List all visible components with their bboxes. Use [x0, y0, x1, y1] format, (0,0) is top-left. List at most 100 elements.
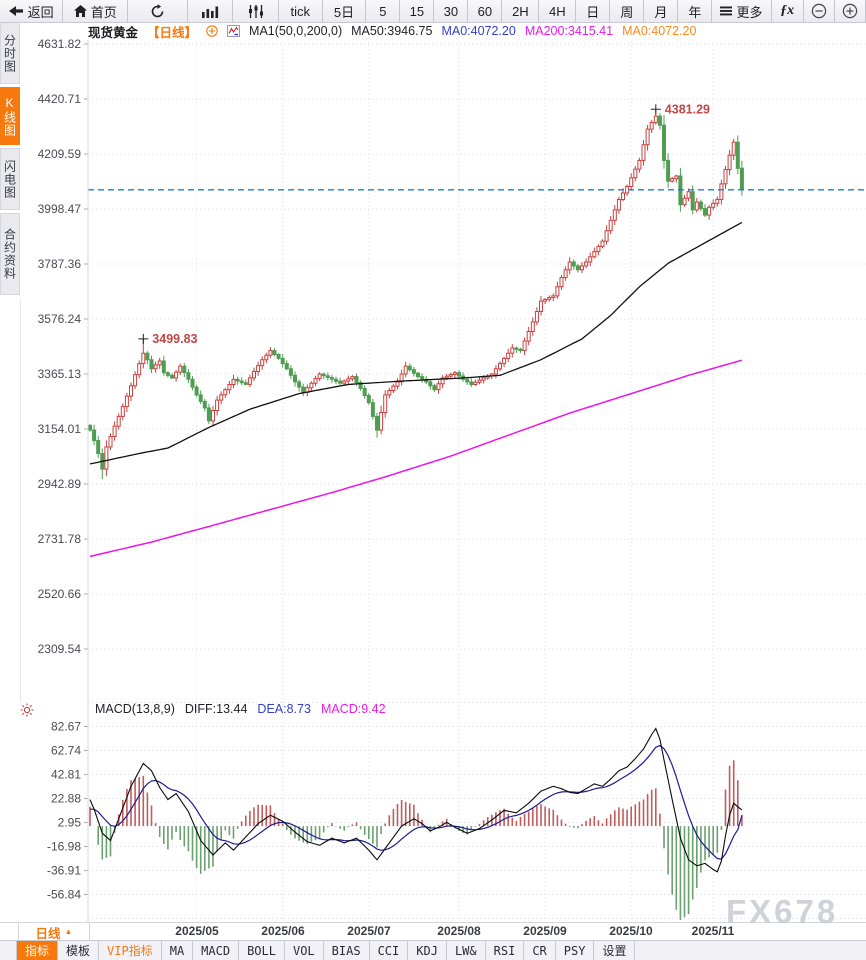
back-icon: [8, 5, 24, 17]
interval-2h[interactable]: 2H: [502, 0, 540, 22]
home-button[interactable]: 首页: [63, 0, 129, 22]
macd-header: MACD(13,8,9) DIFF:13.44 DEA:8.73 MACD:9.42: [95, 701, 386, 717]
svg-text:4209.59: 4209.59: [38, 147, 82, 161]
templates-tab[interactable]: 模板: [58, 941, 100, 960]
settings-tab[interactable]: 设置: [594, 941, 636, 960]
macd-value: MACD:9.42: [320, 702, 386, 716]
date-axis-label: 2025/09: [523, 924, 567, 938]
svg-text:3154.01: 3154.01: [38, 422, 82, 436]
toolbar-label: 首页: [90, 4, 117, 20]
bias-tab[interactable]: BIAS: [324, 941, 370, 960]
svg-text:2.95: 2.95: [58, 816, 82, 830]
cr-tab[interactable]: CR: [524, 941, 556, 960]
sidebar-tab-kline-chart[interactable]: K线图: [0, 87, 20, 145]
interval-year[interactable]: 年: [678, 0, 713, 22]
macd-params: MACD(13,8,9): [95, 702, 175, 716]
svg-text:-56.84: -56.84: [47, 888, 81, 902]
chart-header: 现货黄金 【日线】 MA1(50,0,200,0) MA50:3946.75 MA0:4…: [88, 22, 696, 40]
indicator-fx-button[interactable]: ƒx: [772, 0, 804, 22]
svg-text:4420.71: 4420.71: [38, 92, 82, 106]
interval-4h[interactable]: 4H: [539, 0, 577, 22]
period-selector-label: 日线: [35, 926, 61, 941]
more-button[interactable]: 更多: [712, 0, 772, 22]
svg-text:3998.47: 3998.47: [38, 202, 82, 216]
ma-tab[interactable]: MA: [162, 941, 194, 960]
toolbar-label: 5: [379, 3, 387, 19]
date-axis-label: 2025/07: [347, 924, 391, 938]
period-label: 【日线】: [147, 25, 198, 40]
home-icon: [73, 5, 87, 17]
svg-text:4381.29: 4381.29: [665, 102, 710, 116]
toolbar-label: 4H: [549, 3, 566, 19]
toolbar-label: 年: [688, 4, 702, 20]
kline-icon: [201, 5, 219, 18]
triangle-up-icon: ▲: [64, 927, 73, 936]
interval-tick[interactable]: tick: [279, 0, 323, 22]
macd-tab[interactable]: MACD: [193, 941, 240, 960]
toolbar-label: 更多: [736, 4, 763, 20]
zoom-out-icon: [811, 3, 827, 19]
psy-tab[interactable]: PSY: [556, 941, 595, 960]
refresh-icon: [150, 3, 165, 19]
toolbar-label: 2H: [512, 3, 529, 19]
add-circle-icon[interactable]: [206, 25, 218, 37]
interval-60m[interactable]: 60: [468, 0, 503, 22]
period-selector[interactable]: 日线 ▲: [18, 923, 90, 941]
sidebar-divider: [20, 300, 21, 702]
sidebar-tab-minute-chart[interactable]: 分时图: [0, 22, 20, 84]
sidebar-tab-contract-info[interactable]: 合约资料: [0, 213, 20, 295]
vip-indicators-tab[interactable]: VIP指标: [99, 941, 162, 960]
toolbar-label: 15: [409, 3, 425, 19]
svg-text:3576.24: 3576.24: [38, 312, 82, 326]
zoom-in-button[interactable]: [835, 0, 866, 22]
svg-text:2942.89: 2942.89: [38, 477, 82, 491]
interval-30m[interactable]: 30: [434, 0, 469, 22]
zoom-out-button[interactable]: [804, 0, 835, 22]
date-axis-label: 2025/11: [691, 924, 735, 938]
volume-view-button[interactable]: [233, 0, 279, 22]
interval-5d[interactable]: 5日: [323, 0, 367, 22]
svg-text:42.81: 42.81: [51, 768, 81, 782]
dea-value: DEA:8.73: [257, 702, 311, 716]
svg-text:-36.91: -36.91: [47, 864, 81, 878]
interval-week[interactable]: 周: [610, 0, 645, 22]
watermark: FX678: [726, 893, 839, 930]
date-axis-label: 2025/05: [175, 924, 219, 938]
menu-icon: [720, 6, 733, 16]
back-button[interactable]: 返回: [0, 0, 64, 22]
toolbar-label: 周: [620, 4, 634, 20]
boll-tab[interactable]: BOLL: [239, 941, 285, 960]
indicators-tab[interactable]: 指标: [16, 941, 59, 960]
svg-text:2731.78: 2731.78: [38, 532, 82, 546]
toolbar-label: tick: [290, 3, 311, 19]
macd-settings-icon[interactable]: [20, 703, 34, 722]
toolbar-label: 日: [586, 4, 600, 20]
interval-month[interactable]: 月: [644, 0, 679, 22]
svg-text:62.74: 62.74: [51, 744, 81, 758]
svg-text:82.67: 82.67: [51, 720, 81, 734]
svg-text:22.88: 22.88: [51, 792, 81, 806]
toolbar-label: 60: [477, 3, 493, 19]
date-axis-row: 日线 ▲ 2025/05 2025/06 2025/07 2025/08 2025/09…: [0, 922, 866, 941]
vol-tab[interactable]: VOL: [285, 941, 324, 960]
interval-day[interactable]: 日: [576, 0, 611, 22]
kdj-tab[interactable]: KDJ: [408, 941, 447, 960]
date-axis-label: 2025/10: [609, 924, 653, 938]
refresh-button[interactable]: [128, 0, 188, 22]
sidebar-tab-flash-chart[interactable]: 闪电图: [0, 148, 20, 210]
interval-5m[interactable]: 5: [366, 0, 401, 22]
ma50-value: MA50:3946.75: [351, 24, 433, 38]
date-axis-label: 2025/08: [437, 924, 481, 938]
svg-text:3499.83: 3499.83: [152, 332, 197, 346]
svg-text:4631.82: 4631.82: [38, 37, 82, 51]
kline-view-button[interactable]: [188, 0, 234, 22]
instrument-name: 现货黄金: [88, 25, 139, 40]
cci-tab[interactable]: CCI: [370, 941, 409, 960]
interval-15m[interactable]: 15: [400, 0, 435, 22]
fx-icon: ƒx: [780, 3, 795, 18]
lw-tab[interactable]: LW&: [447, 941, 486, 960]
ma-box-icon[interactable]: [227, 25, 241, 37]
ma200-value: MA200:3415.41: [524, 24, 614, 38]
rsi-tab[interactable]: RSI: [486, 941, 525, 960]
